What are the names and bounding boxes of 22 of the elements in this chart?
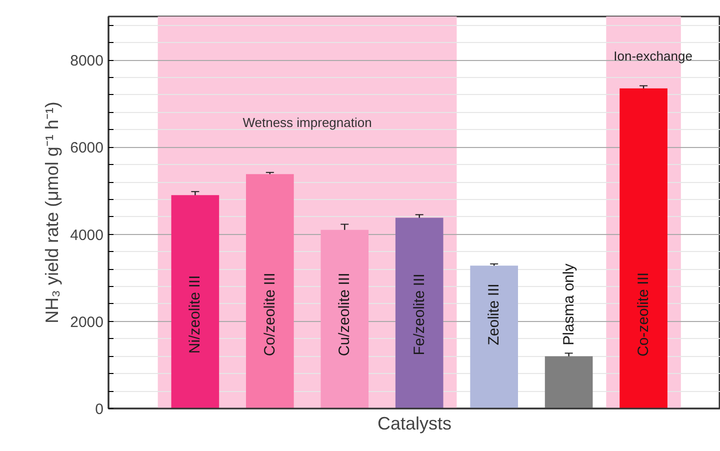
bar [544,356,593,408]
y-tick-label: 2000 [70,314,104,331]
x-tick-label: Co/zeolite III [261,272,278,356]
x-tick-label: Plasma only [560,263,578,346]
band-label: Wetness impregnation [242,115,372,130]
x-tick-label: Co-zeolite III [635,272,652,357]
x-tick-label: Zeolite III [486,284,503,346]
x-axis-title: Catalysts [377,414,452,434]
x-tick-label: Fe/zeolite III [410,274,428,356]
bar [470,266,518,408]
y-tick-label: 0 [95,401,104,418]
band-label: Ion-exchange [614,48,692,64]
y-tick-label: 6000 [70,140,104,157]
bar [171,195,220,408]
bar [246,174,294,408]
bar [395,218,444,408]
x-tick-label: Cu/zeolite III [336,272,354,356]
y-tick-label: 8000 [70,52,104,70]
y-tick-label: 4000 [70,226,104,244]
x-tick-label: Ni/zeolite III [186,275,204,354]
y-axis-title: NH₃ yield rate (μmol g⁻¹ h⁻¹) [42,102,62,324]
bar [320,230,369,408]
